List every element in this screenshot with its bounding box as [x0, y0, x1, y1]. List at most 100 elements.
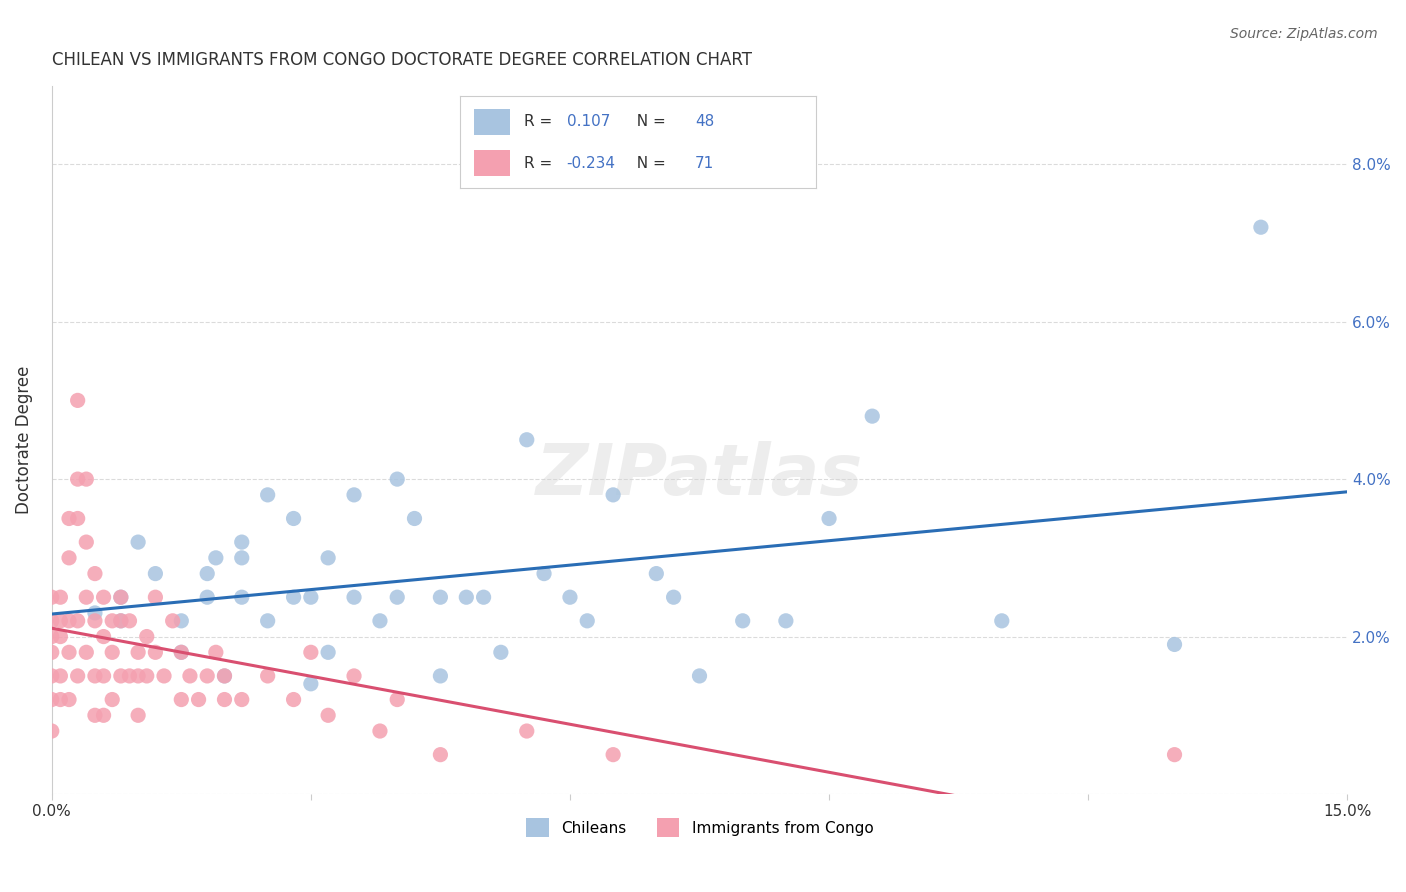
Point — [1163, 747, 1185, 762]
Point — [214, 669, 236, 683]
Point — [195, 566, 218, 581]
Point — [316, 550, 339, 565]
Point — [489, 645, 512, 659]
Point — [1250, 220, 1272, 235]
Point — [41, 724, 63, 739]
Point — [195, 669, 218, 683]
Point — [66, 472, 89, 486]
Point — [110, 669, 132, 683]
Point — [429, 747, 451, 762]
Point — [49, 614, 72, 628]
Point — [84, 606, 107, 620]
Point — [283, 511, 305, 525]
Point — [187, 692, 209, 706]
Point — [195, 591, 218, 605]
Point — [316, 645, 339, 659]
Point — [101, 692, 124, 706]
Point — [170, 645, 193, 659]
Point — [49, 591, 72, 605]
Text: Source: ZipAtlas.com: Source: ZipAtlas.com — [1230, 27, 1378, 41]
Point — [456, 591, 478, 605]
Point — [58, 614, 80, 628]
Point — [66, 393, 89, 408]
Point — [775, 614, 797, 628]
Point — [179, 669, 201, 683]
Point — [368, 724, 391, 739]
Point — [387, 692, 409, 706]
Point — [58, 550, 80, 565]
Point — [110, 591, 132, 605]
Point — [689, 669, 711, 683]
Point — [170, 692, 193, 706]
Point — [58, 692, 80, 706]
Point — [135, 630, 157, 644]
Point — [49, 692, 72, 706]
Point — [41, 591, 63, 605]
Point — [429, 591, 451, 605]
Point — [205, 645, 228, 659]
Point — [84, 566, 107, 581]
Point — [66, 511, 89, 525]
Point — [299, 677, 322, 691]
Point — [110, 614, 132, 628]
Point — [214, 692, 236, 706]
Point — [162, 614, 184, 628]
Point — [93, 630, 115, 644]
Point — [127, 708, 149, 723]
Point — [1163, 637, 1185, 651]
Point — [316, 708, 339, 723]
Point — [818, 511, 841, 525]
Point — [231, 591, 253, 605]
Point — [127, 645, 149, 659]
Point — [66, 614, 89, 628]
Point — [41, 692, 63, 706]
Y-axis label: Doctorate Degree: Doctorate Degree — [15, 366, 32, 514]
Point — [49, 669, 72, 683]
Point — [991, 614, 1014, 628]
Point — [343, 488, 366, 502]
Point — [93, 669, 115, 683]
Point — [231, 535, 253, 549]
Legend: Chileans, Immigrants from Congo: Chileans, Immigrants from Congo — [519, 813, 880, 843]
Point — [860, 409, 883, 424]
Point — [602, 747, 624, 762]
Point — [153, 669, 176, 683]
Point — [145, 645, 167, 659]
Point — [41, 614, 63, 628]
Point — [127, 535, 149, 549]
Point — [75, 472, 97, 486]
Point — [41, 669, 63, 683]
Point — [170, 614, 193, 628]
Point — [558, 591, 581, 605]
Point — [145, 591, 167, 605]
Point — [343, 669, 366, 683]
Point — [110, 591, 132, 605]
Point — [49, 630, 72, 644]
Point — [731, 614, 754, 628]
Point — [170, 645, 193, 659]
Point — [368, 614, 391, 628]
Point — [41, 645, 63, 659]
Point — [41, 630, 63, 644]
Point — [58, 511, 80, 525]
Point — [75, 535, 97, 549]
Point — [343, 591, 366, 605]
Point — [58, 645, 80, 659]
Point — [66, 669, 89, 683]
Point — [84, 708, 107, 723]
Point — [75, 645, 97, 659]
Point — [231, 692, 253, 706]
Point — [256, 669, 278, 683]
Point — [429, 669, 451, 683]
Point — [84, 614, 107, 628]
Point — [84, 669, 107, 683]
Point — [516, 433, 538, 447]
Point — [387, 591, 409, 605]
Point — [645, 566, 668, 581]
Point — [145, 566, 167, 581]
Point — [299, 591, 322, 605]
Point — [662, 591, 685, 605]
Point — [602, 488, 624, 502]
Point — [93, 591, 115, 605]
Point — [118, 669, 141, 683]
